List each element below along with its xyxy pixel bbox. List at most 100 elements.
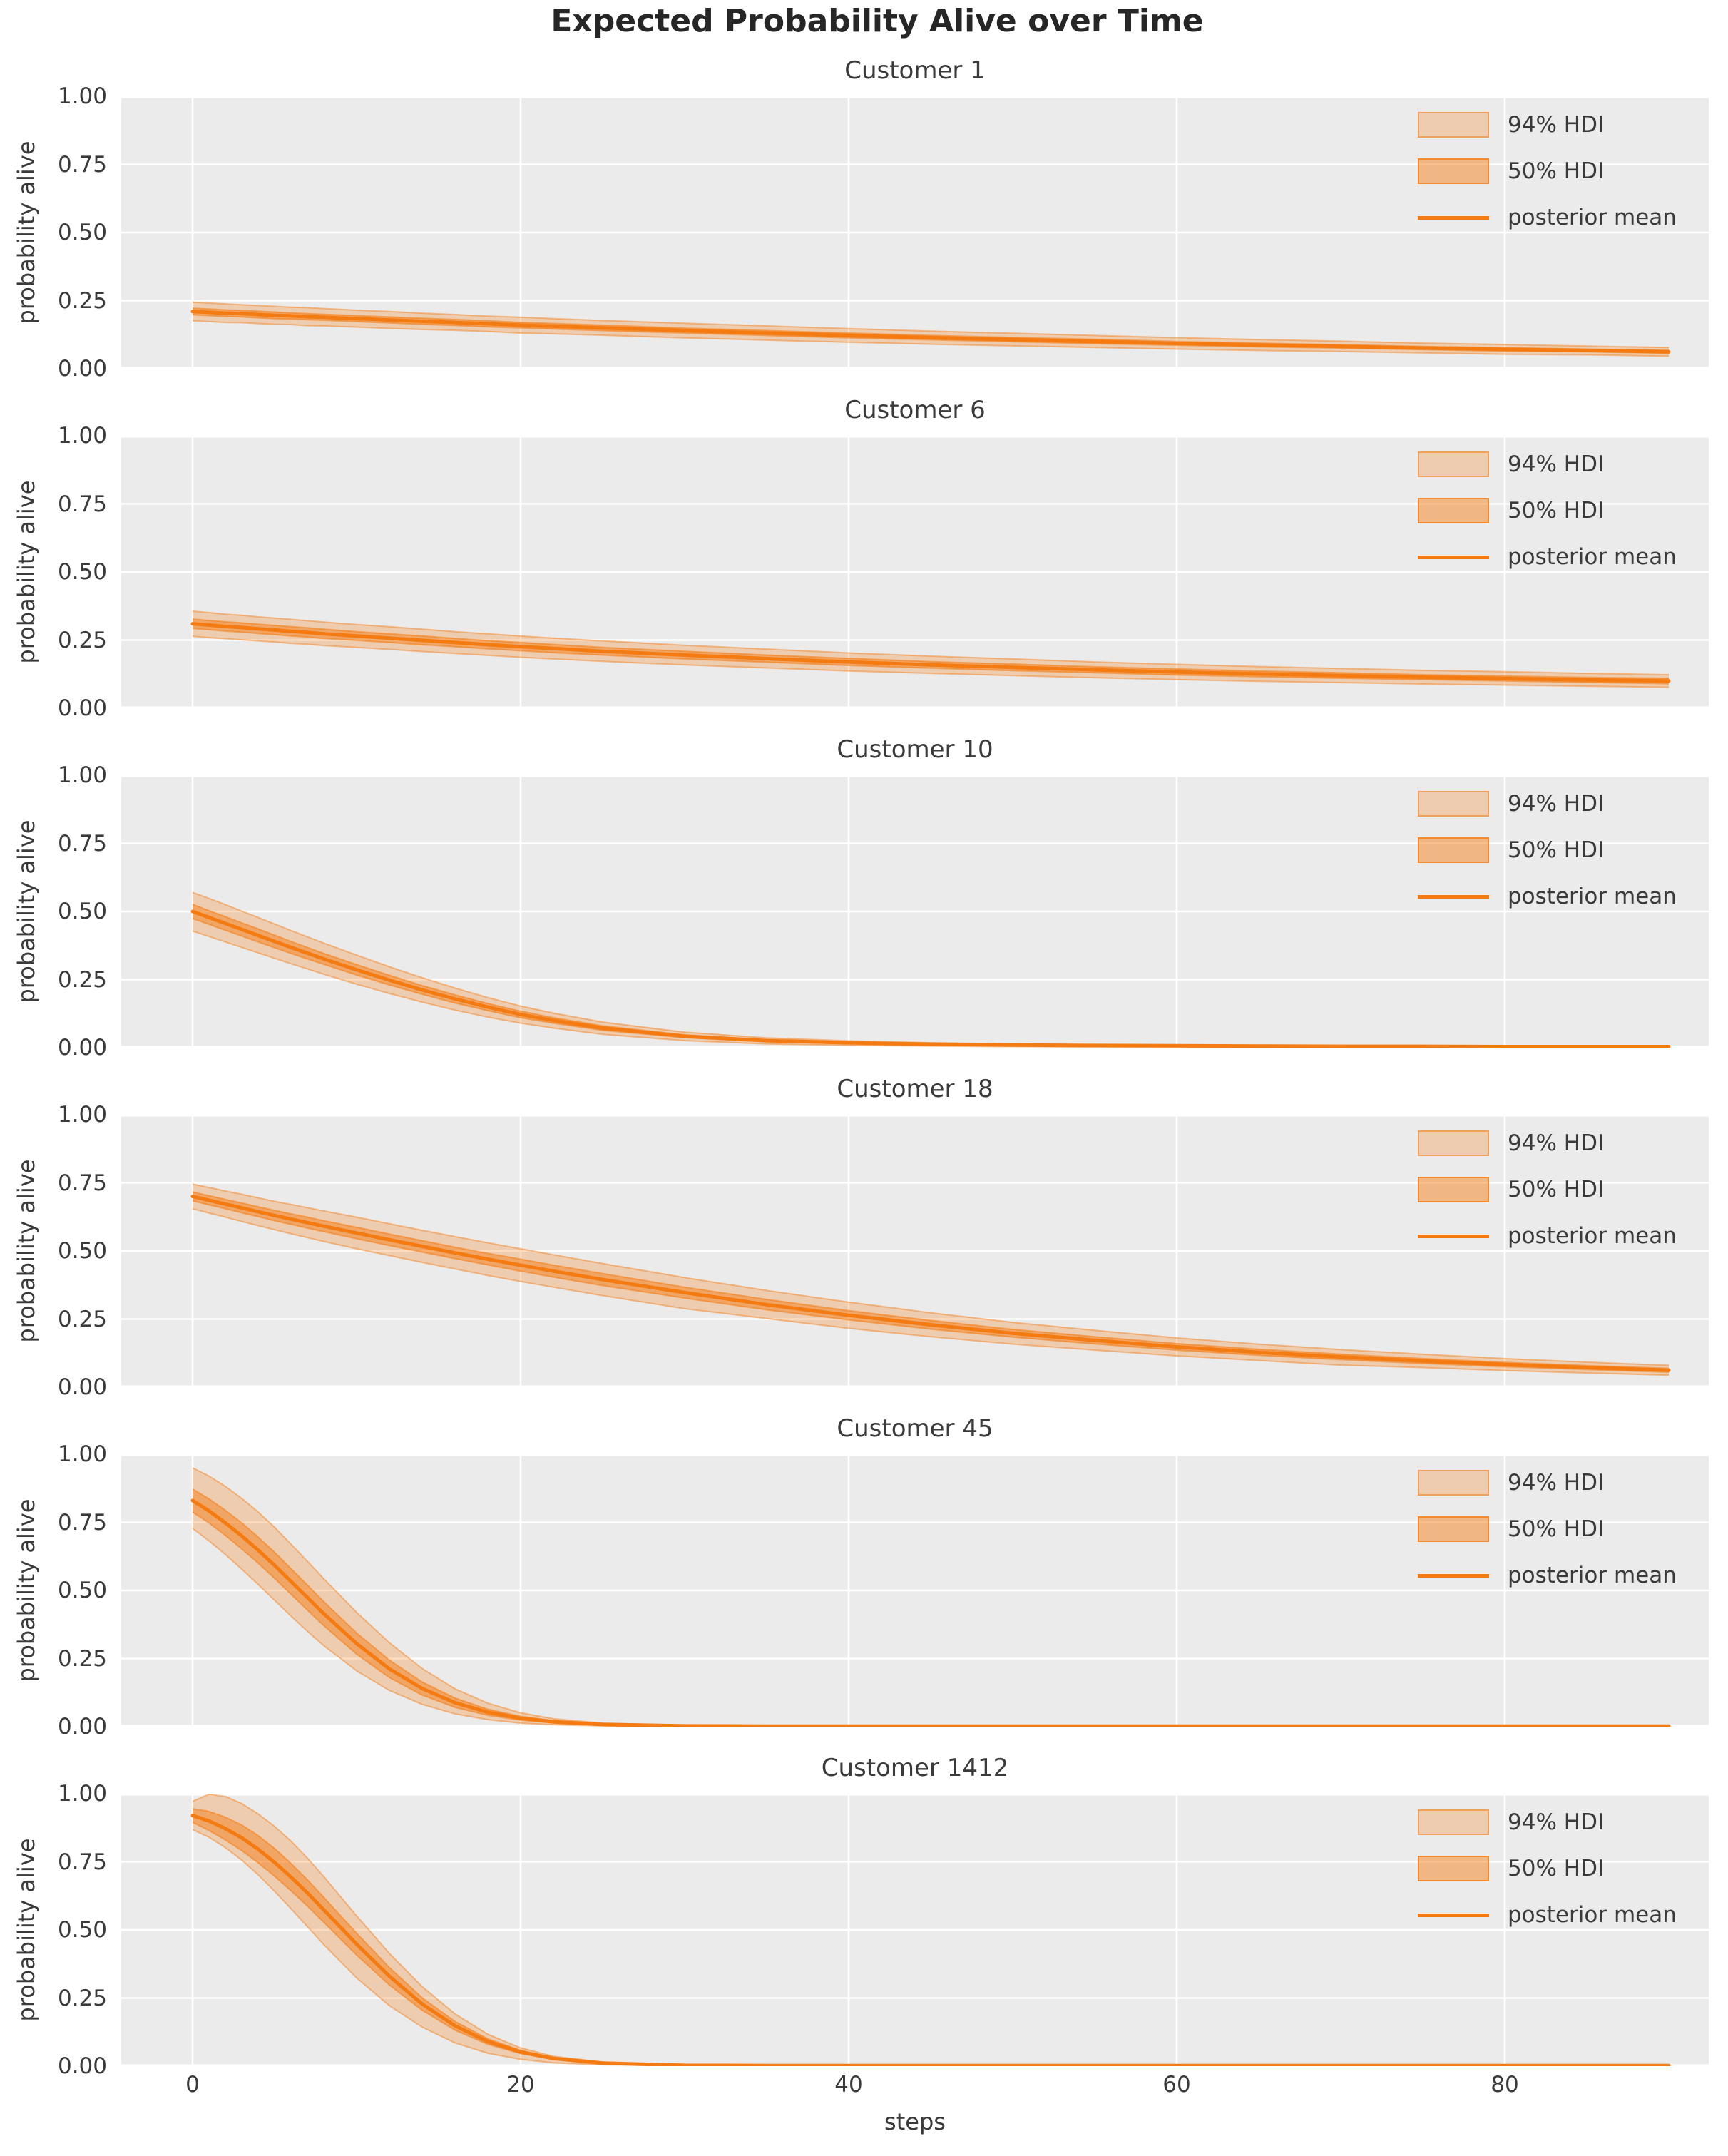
legend-posterior-mean-line-icon bbox=[1418, 894, 1489, 899]
posterior-mean-line bbox=[190, 909, 1671, 1048]
y-tick-label: 0.50 bbox=[57, 220, 107, 245]
y-tick-label: 0.25 bbox=[57, 1985, 107, 2011]
legend-label: 94% HDI bbox=[1508, 1809, 1605, 1835]
legend-item: posterior mean bbox=[1418, 1560, 1677, 1591]
hdi50-lower-edge bbox=[192, 1200, 1670, 1373]
legend-label: 94% HDI bbox=[1508, 1470, 1605, 1496]
legend-swatch-50-hdi-icon bbox=[1418, 1177, 1489, 1202]
x-tick-label: 20 bbox=[506, 2072, 535, 2098]
x-tick-label: 60 bbox=[1162, 2072, 1191, 2098]
legend-swatch-94-hdi-icon bbox=[1418, 1130, 1489, 1156]
legend-swatch-50-hdi-icon bbox=[1418, 1856, 1489, 1881]
legend-label: 50% HDI bbox=[1508, 837, 1605, 863]
legend-item: 94% HDI bbox=[1418, 1807, 1677, 1838]
legend-swatch-94-hdi-icon bbox=[1418, 1470, 1489, 1496]
hdi94-upper-edge bbox=[192, 610, 1670, 675]
y-tick-label: 0.75 bbox=[57, 151, 107, 178]
subplot-title-customer-1: Customer 1 bbox=[844, 56, 986, 85]
subplot-canvas-customer-18 bbox=[121, 1115, 1709, 1387]
legend-item: posterior mean bbox=[1418, 1220, 1677, 1252]
y-tick-label: 0.00 bbox=[57, 356, 107, 382]
subplot-title-customer-6: Customer 6 bbox=[844, 396, 986, 424]
y-tick-label: 0.00 bbox=[57, 1035, 107, 1061]
legend-swatch-94-hdi-icon bbox=[1418, 112, 1489, 138]
y-tick-label: 0.50 bbox=[57, 1917, 107, 1943]
legend-item: 50% HDI bbox=[1418, 155, 1677, 187]
legend-label: posterior mean bbox=[1508, 205, 1677, 230]
legend-item: 94% HDI bbox=[1418, 109, 1677, 141]
x-tick-label: 40 bbox=[834, 2072, 863, 2098]
figure-title: Expected Probability Alive over Time bbox=[551, 3, 1204, 39]
y-tick-label: 0.50 bbox=[57, 1238, 107, 1264]
hdi94-lower-edge bbox=[192, 635, 1670, 688]
legend: 94% HDI 50% HDI posterior mean bbox=[1418, 449, 1677, 573]
legend-label: posterior mean bbox=[1508, 1902, 1677, 1928]
legend: 94% HDI 50% HDI posterior mean bbox=[1418, 1807, 1677, 1931]
y-tick-label: 1.00 bbox=[57, 1781, 107, 1807]
y-tick-label: 0.50 bbox=[57, 1578, 107, 1603]
y-tick-label: 0.25 bbox=[57, 287, 107, 314]
posterior-mean-line bbox=[190, 1195, 1671, 1372]
y-tick-label: 0.75 bbox=[57, 491, 107, 517]
y-tick-label: 0.50 bbox=[57, 899, 107, 924]
legend: 94% HDI 50% HDI posterior mean bbox=[1418, 109, 1677, 233]
legend-label: 94% HDI bbox=[1508, 1130, 1605, 1156]
legend-item: posterior mean bbox=[1418, 1899, 1677, 1931]
legend-label: 50% HDI bbox=[1508, 1516, 1605, 1542]
posterior-mean-line bbox=[190, 622, 1671, 683]
hdi50-upper-edge bbox=[192, 1191, 1670, 1369]
hdi94-upper-edge bbox=[192, 1183, 1670, 1366]
legend-item: 50% HDI bbox=[1418, 1853, 1677, 1884]
posterior-mean-line bbox=[190, 310, 1671, 354]
subplot-canvas-customer-6 bbox=[121, 436, 1709, 708]
x-tick-label: 0 bbox=[185, 2072, 200, 2098]
legend-label: 50% HDI bbox=[1508, 1856, 1605, 1881]
legend-posterior-mean-line-icon bbox=[1418, 1913, 1489, 1917]
hdi50-lower-edge bbox=[192, 314, 1670, 354]
legend-swatch-50-hdi-icon bbox=[1418, 498, 1489, 523]
y-tick-label: 1.00 bbox=[57, 1441, 107, 1467]
y-tick-label: 1.00 bbox=[57, 423, 107, 449]
hdi94-lower-edge bbox=[192, 320, 1670, 357]
subplot-title-customer-1412: Customer 1412 bbox=[821, 1754, 1009, 1782]
y-tick-label: 0.25 bbox=[57, 1645, 107, 1672]
hdi94-band bbox=[193, 302, 1669, 357]
posterior-mean-line bbox=[190, 1498, 1671, 1727]
y-axis-label: probability alive bbox=[13, 1498, 40, 1682]
y-tick-label: 0.25 bbox=[57, 966, 107, 993]
legend-swatch-94-hdi-icon bbox=[1418, 1809, 1489, 1835]
hdi50-upper-edge bbox=[192, 307, 1670, 352]
y-tick-label: 0.25 bbox=[57, 1306, 107, 1332]
legend-label: posterior mean bbox=[1508, 1223, 1677, 1249]
legend-item: 94% HDI bbox=[1418, 449, 1677, 480]
y-tick-label: 1.00 bbox=[57, 83, 107, 109]
legend-item: posterior mean bbox=[1418, 541, 1677, 573]
hdi50-lower-edge bbox=[192, 628, 1670, 685]
legend-item: 50% HDI bbox=[1418, 495, 1677, 526]
subplot-canvas-customer-1412 bbox=[121, 1794, 1709, 2066]
legend-item: 50% HDI bbox=[1418, 1174, 1677, 1205]
legend-label: posterior mean bbox=[1508, 884, 1677, 909]
y-axis-label: probability alive bbox=[13, 1838, 40, 2022]
legend-item: posterior mean bbox=[1418, 881, 1677, 912]
legend: 94% HDI 50% HDI posterior mean bbox=[1418, 1467, 1677, 1591]
legend-label: posterior mean bbox=[1508, 1563, 1677, 1588]
y-tick-label: 0.50 bbox=[57, 559, 107, 585]
subplot-title-customer-10: Customer 10 bbox=[837, 735, 993, 764]
legend-label: 94% HDI bbox=[1508, 112, 1605, 138]
legend-swatch-94-hdi-icon bbox=[1418, 791, 1489, 817]
subplot-title-customer-18: Customer 18 bbox=[837, 1075, 993, 1103]
subplot-canvas-customer-45 bbox=[121, 1454, 1709, 1727]
legend-label: 94% HDI bbox=[1508, 451, 1605, 477]
legend-item: 94% HDI bbox=[1418, 1467, 1677, 1498]
legend-label: 94% HDI bbox=[1508, 791, 1605, 817]
legend-item: 94% HDI bbox=[1418, 788, 1677, 819]
y-axis-label: probability alive bbox=[13, 141, 40, 325]
y-axis-label: probability alive bbox=[13, 1159, 40, 1343]
posterior-mean-line bbox=[190, 1814, 1671, 2066]
legend-posterior-mean-line-icon bbox=[1418, 1234, 1489, 1238]
y-axis-label: probability alive bbox=[13, 480, 40, 664]
y-tick-label: 0.75 bbox=[57, 1170, 107, 1196]
y-tick-label: 1.00 bbox=[57, 1102, 107, 1128]
legend-item: 50% HDI bbox=[1418, 1513, 1677, 1545]
